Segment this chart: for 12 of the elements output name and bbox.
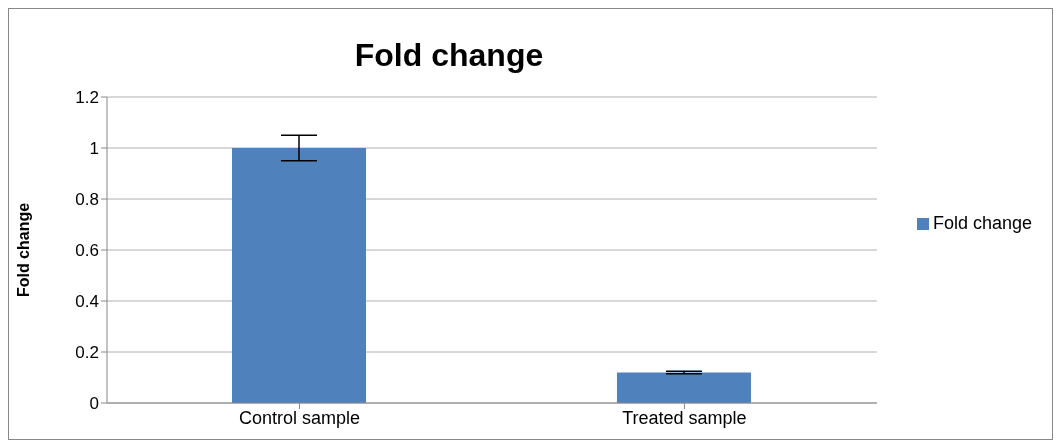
chart-title: Fold change [353, 37, 545, 74]
y-tick-label: 0.4 [75, 292, 99, 312]
y-tick-label: 0.8 [75, 190, 99, 210]
legend-label: Fold change [932, 212, 1032, 233]
x-tick-label: Control sample [238, 407, 361, 428]
x-tick-label: Treated sample [622, 407, 747, 428]
y-tick-label: 0 [89, 394, 99, 414]
y-tick-label: 1 [89, 139, 99, 159]
y-tick-label: 0.6 [75, 241, 99, 261]
y-tick-label: 0.2 [75, 343, 99, 363]
y-tick-label: 1.2 [75, 88, 99, 108]
y-axis-title: Fold change [14, 202, 32, 298]
